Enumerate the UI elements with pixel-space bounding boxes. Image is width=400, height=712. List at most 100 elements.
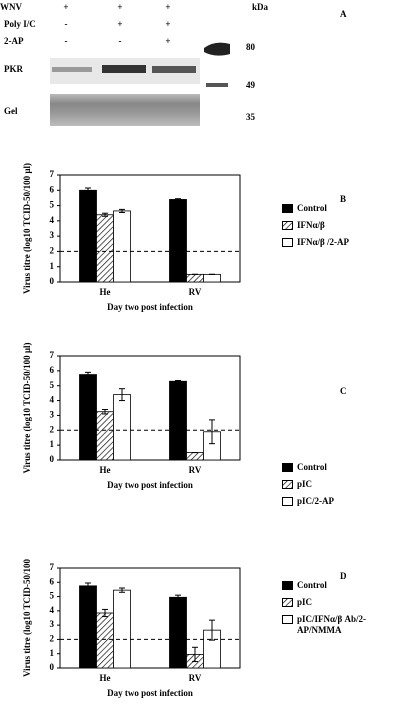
bar (169, 380, 187, 461)
error-bar (85, 371, 91, 378)
legend-swatch (282, 238, 293, 247)
condition-sign: + (63, 2, 68, 12)
legend-item: Control (282, 580, 396, 591)
error-bar (209, 619, 215, 641)
error-bar (192, 646, 198, 663)
y-tick-label: 2 (50, 633, 55, 643)
swatch (282, 221, 293, 230)
panel-letter: B (340, 194, 346, 204)
error-bar (102, 408, 108, 415)
x-tick-label: RV (189, 673, 202, 683)
bar (113, 210, 131, 283)
y-tick-label: 2 (50, 424, 55, 434)
legend: Control pIC pIC/2-AP (282, 462, 396, 513)
legend-text: Control (297, 462, 327, 472)
legend-text: pIC/2-AP (297, 496, 335, 506)
y-tick-label: 3 (50, 409, 55, 419)
y-axis-label: Virus titre (log10 TCID-50/100 (22, 558, 32, 677)
legend-text: Control (297, 203, 327, 213)
y-tick-label: 0 (50, 662, 55, 672)
legend-item: pIC/2-AP (282, 496, 396, 507)
condition-sign: + (117, 19, 122, 29)
bar (96, 612, 114, 669)
legend-text: pIC (297, 597, 313, 607)
y-tick-label: 6 (50, 365, 55, 375)
bar (79, 189, 97, 283)
y-tick-label: 5 (50, 200, 55, 210)
y-tick-label: 6 (50, 576, 55, 586)
y-tick-label: 6 (50, 184, 55, 194)
y-tick-label: 4 (50, 395, 55, 405)
bar (113, 394, 131, 461)
error-bar (175, 594, 181, 600)
legend: Control IFNα/β IFNα/β /2-AP (282, 203, 396, 254)
y-axis-label: Virus titre (log10 TCID-50/100 µl) (22, 163, 32, 294)
y-tick-label: 5 (50, 380, 55, 390)
legend-swatch (282, 497, 293, 506)
blot-image (50, 42, 230, 126)
condition-label: WNV (0, 2, 22, 12)
y-tick-label: 1 (50, 261, 55, 271)
bar (203, 273, 221, 283)
error-bar (119, 208, 125, 213)
bar (169, 199, 187, 283)
legend-text: Control (297, 580, 327, 590)
y-axis-label: Virus titre (log10 TCID-50/100 µl) (22, 342, 32, 473)
plot-frame (59, 355, 241, 461)
error-bar (119, 587, 125, 593)
marker-label: 49 (246, 80, 256, 90)
bar (113, 589, 131, 669)
x-tick-label: He (100, 465, 111, 475)
bar (186, 273, 204, 283)
legend-swatch (282, 204, 293, 213)
y-tick-label: 7 (50, 350, 55, 360)
legend-text: pIC (297, 479, 313, 489)
legend-swatch (282, 221, 293, 230)
y-tick-label: 2 (50, 245, 55, 255)
legend-item: pIC/IFNα/β Ab/2-AP/NMMA (282, 614, 396, 636)
y-tick-label: 4 (50, 215, 55, 225)
bar (79, 585, 97, 669)
legend-swatch (282, 615, 293, 624)
condition-sign: + (165, 19, 170, 29)
panel-letter: D (340, 571, 347, 581)
bar (96, 411, 114, 461)
x-axis-label: Day two post infection (107, 480, 193, 490)
plot-frame (59, 567, 241, 669)
bar (169, 596, 187, 669)
legend-item: Control (282, 462, 396, 473)
y-tick-label: 7 (50, 169, 55, 179)
condition-sign: + (165, 36, 170, 46)
error-bar (85, 582, 91, 590)
legend-item: pIC (282, 479, 396, 490)
condition-sign: - (119, 36, 122, 46)
condition-sign: - (65, 19, 68, 29)
y-tick-label: 1 (50, 439, 55, 449)
lane-label: PKR (4, 64, 23, 74)
x-tick-label: He (100, 673, 111, 683)
lane-label: Gel (4, 106, 18, 116)
legend-swatch (282, 598, 293, 607)
unit-label: kDa (252, 2, 269, 12)
condition-sign: + (165, 2, 170, 12)
swatch (282, 581, 293, 590)
legend-swatch (282, 463, 293, 472)
condition-label: 2-AP (4, 36, 24, 46)
panel-letter: A (340, 9, 347, 19)
swatch (282, 497, 293, 506)
error-bar (119, 388, 125, 402)
x-axis-label: Day two post infection (107, 688, 193, 698)
x-tick-label: RV (189, 287, 202, 297)
x-tick-label: He (100, 287, 111, 297)
bar (96, 214, 114, 283)
y-tick-label: 3 (50, 619, 55, 629)
legend-item: pIC (282, 597, 396, 608)
marker-label: 80 (246, 42, 256, 52)
condition-sign: - (65, 36, 68, 46)
y-tick-label: 3 (50, 230, 55, 240)
y-tick-label: 1 (50, 648, 55, 658)
error-bar (102, 212, 108, 217)
condition-sign: + (117, 2, 122, 12)
